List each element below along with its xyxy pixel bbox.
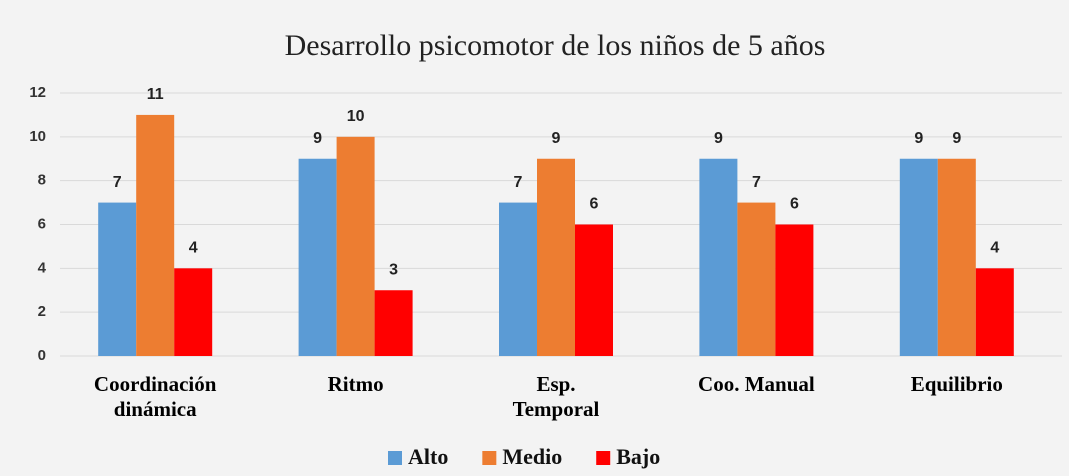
data-label: 9 xyxy=(714,130,723,147)
bar xyxy=(699,158,738,356)
data-label: 3 xyxy=(389,261,398,278)
bar xyxy=(975,268,1014,356)
legend-label: Medio xyxy=(502,444,562,469)
y-tick-label: 6 xyxy=(38,215,46,232)
bar xyxy=(537,158,575,356)
legend-swatch xyxy=(388,451,402,465)
data-label: 6 xyxy=(790,196,799,213)
data-label: 6 xyxy=(590,196,599,213)
x-tick-label: Coo. Manual xyxy=(698,372,815,396)
data-label: 4 xyxy=(990,240,999,257)
data-label: 9 xyxy=(914,130,923,147)
x-tick-label: Equilibrio xyxy=(910,372,1003,396)
data-label: 9 xyxy=(552,130,561,147)
bar xyxy=(374,290,413,356)
data-label: 4 xyxy=(189,240,198,257)
data-label: 10 xyxy=(347,108,365,125)
bar xyxy=(336,136,375,356)
x-tick-label: Esp. Temporal xyxy=(512,372,600,421)
chart-title: Desarrollo psicomotor de los niños de 5 … xyxy=(285,29,826,62)
y-tick-label: 2 xyxy=(38,303,46,320)
bar xyxy=(775,224,814,356)
x-tick-label: Coordinación dinámica xyxy=(93,372,217,421)
legend-label: Bajo xyxy=(616,444,660,469)
y-tick-label: 0 xyxy=(38,347,46,364)
data-label: 7 xyxy=(514,174,523,191)
y-tick-label: 4 xyxy=(38,259,47,276)
bar xyxy=(737,202,776,356)
bar xyxy=(98,202,137,356)
legend-label: Alto xyxy=(408,444,448,469)
legend-swatch xyxy=(482,451,497,465)
bar xyxy=(298,158,337,356)
bar xyxy=(575,224,613,356)
x-tick-label: Ritmo xyxy=(327,372,384,396)
y-tick-label: 8 xyxy=(38,172,46,189)
y-tick-label: 12 xyxy=(29,84,46,101)
data-label: 9 xyxy=(952,130,961,147)
bar xyxy=(499,202,537,356)
bar xyxy=(899,158,938,356)
bar xyxy=(136,114,175,357)
bar xyxy=(937,158,976,356)
data-label: 9 xyxy=(313,130,322,147)
data-label: 7 xyxy=(752,174,761,191)
legend-swatch xyxy=(596,451,611,465)
data-label: 11 xyxy=(147,86,164,103)
y-tick-label: 10 xyxy=(29,128,46,145)
data-label: 7 xyxy=(113,174,122,191)
bar xyxy=(174,268,213,356)
